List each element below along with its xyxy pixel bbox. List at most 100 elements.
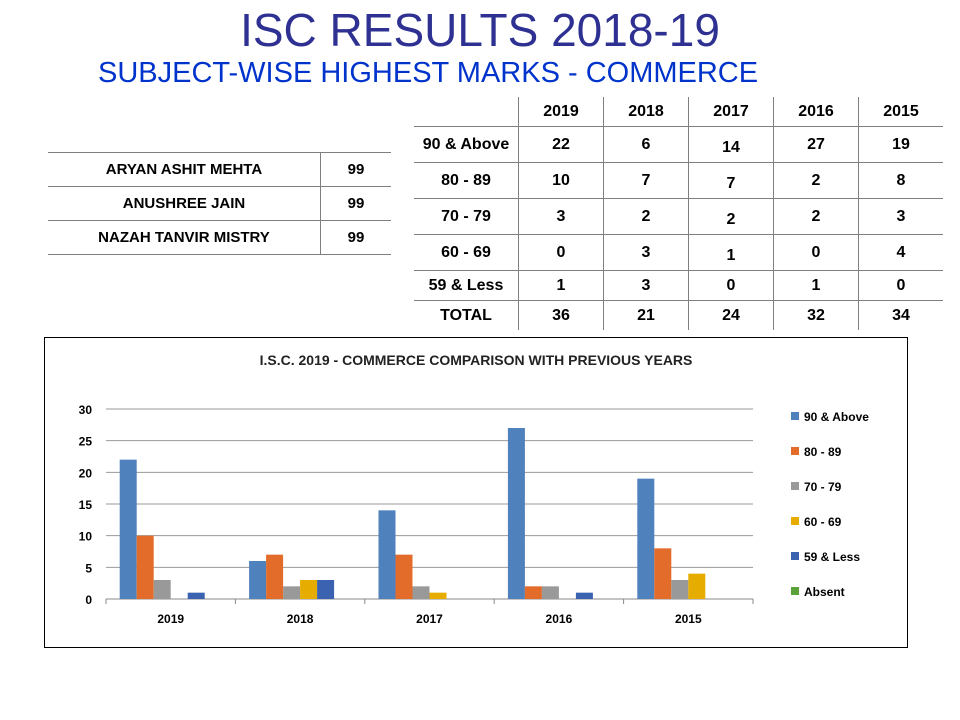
bar-90-above [378, 510, 396, 599]
table-cell: 36 [518, 300, 604, 330]
y-tick-label: 15 [79, 498, 93, 512]
table-cell: 27 [773, 126, 859, 163]
table-cell: 0 [773, 234, 859, 271]
column-header: 2015 [858, 97, 943, 127]
topper-marks: 99 [320, 152, 391, 187]
table-cell: 4 [858, 234, 943, 271]
bar-60-69 [688, 573, 706, 599]
table-cell: 21 [603, 300, 689, 330]
bar-70-79 [541, 586, 559, 599]
legend-label: 70 - 79 [804, 480, 842, 494]
table-cell: 10 [518, 162, 604, 199]
bar-80-89 [654, 548, 672, 599]
bar-59-less [317, 580, 335, 599]
table-cell: 1 [518, 270, 604, 301]
results-table: 2019 2018 2017 2016 2015 90 & Above 22 6 14 27 19 8… [414, 97, 943, 330]
bar-80-89 [136, 535, 154, 599]
table-cell: 0 [858, 270, 943, 301]
header-row: 2019 2018 2017 2016 2015 [414, 97, 943, 127]
row-label: 59 & Less [414, 270, 519, 301]
table-cell: 7 [603, 162, 689, 199]
table-row: 59 & Less 1 3 0 1 0 [414, 270, 943, 301]
column-header: 2018 [603, 97, 689, 127]
table-cell: 2 [603, 198, 689, 235]
table-cell: 24 [688, 300, 774, 330]
y-tick-label: 20 [79, 466, 93, 480]
table-cell: 3 [603, 234, 689, 271]
legend-label: 80 - 89 [804, 445, 842, 459]
x-tick-label: 2016 [546, 612, 573, 626]
legend-swatch [791, 412, 799, 420]
table-row: 70 - 79 3 2 2 2 3 [414, 198, 943, 235]
y-tick-label: 25 [79, 435, 93, 449]
y-tick-label: 10 [79, 530, 93, 544]
legend-swatch [791, 552, 799, 560]
column-header [414, 97, 519, 127]
legend-label: 59 & Less [804, 550, 860, 564]
table-cell: 7 [688, 162, 774, 199]
bar-60-69 [300, 580, 318, 599]
page-subtitle: SUBJECT-WISE HIGHEST MARKS - COMMERCE [98, 57, 759, 89]
table-cell: 34 [858, 300, 943, 330]
legend-swatch [791, 517, 799, 525]
row-label: TOTAL [414, 300, 519, 330]
x-tick-label: 2018 [287, 612, 314, 626]
bar-80-89 [524, 586, 542, 599]
y-tick-label: 30 [79, 403, 93, 417]
table-row: 80 - 89 10 7 7 2 8 [414, 162, 943, 199]
topper-marks: 99 [320, 220, 391, 255]
x-tick-label: 2019 [157, 612, 184, 626]
topper-row: ANUSHREE JAIN 99 [48, 186, 391, 221]
table-cell: 1 [688, 234, 774, 271]
table-cell: 2 [688, 198, 774, 235]
chart-container: I.S.C. 2019 - COMMERCE COMPARISON WITH P… [44, 337, 908, 648]
table-row: 60 - 69 0 3 1 0 4 [414, 234, 943, 271]
topper-row: NAZAH TANVIR MISTRY 99 [48, 220, 391, 255]
table-cell: 2 [773, 162, 859, 199]
bar-80-89 [266, 554, 284, 599]
y-tick-label: 0 [85, 593, 92, 607]
bar-60-69 [429, 592, 447, 599]
table-cell: 1 [773, 270, 859, 301]
x-tick-label: 2015 [675, 612, 702, 626]
x-tick-label: 2017 [416, 612, 443, 626]
topper-name: ARYAN ASHIT MEHTA [48, 152, 321, 187]
legend-swatch [791, 587, 799, 595]
table-cell: 8 [858, 162, 943, 199]
page-title: ISC RESULTS 2018-19 [240, 4, 720, 56]
column-header: 2017 [688, 97, 774, 127]
row-label: 60 - 69 [414, 234, 519, 271]
table-cell: 3 [603, 270, 689, 301]
table-cell: 6 [603, 126, 689, 163]
table-cell: 22 [518, 126, 604, 163]
bar-70-79 [153, 580, 171, 599]
legend-swatch [791, 482, 799, 490]
table-cell: 3 [518, 198, 604, 235]
bar-90-above [119, 459, 137, 599]
column-header: 2019 [518, 97, 604, 127]
table-cell: 0 [688, 270, 774, 301]
bar-59-less [187, 592, 205, 599]
table-cell: 3 [858, 198, 943, 235]
bar-90-above [249, 561, 267, 599]
topper-marks: 99 [320, 186, 391, 221]
row-label: 90 & Above [414, 126, 519, 163]
y-tick-label: 5 [85, 561, 92, 575]
bar-90-above [507, 428, 525, 599]
table-cell: 0 [518, 234, 604, 271]
bar-59-less [575, 592, 593, 599]
bar-70-79 [412, 586, 430, 599]
legend-label: 60 - 69 [804, 515, 842, 529]
table-row: 90 & Above 22 6 14 27 19 [414, 126, 943, 163]
bar-80-89 [395, 554, 413, 599]
toppers-table: ARYAN ASHIT MEHTA 99 ANUSHREE JAIN 99 NAZAH … [48, 152, 391, 255]
topper-name: ANUSHREE JAIN [48, 186, 321, 221]
column-header: 2016 [773, 97, 859, 127]
table-cell: 19 [858, 126, 943, 163]
topper-row: ARYAN ASHIT MEHTA 99 [48, 152, 391, 187]
bar-chart: I.S.C. 2019 - COMMERCE COMPARISON WITH P… [79, 352, 870, 626]
bar-70-79 [283, 586, 301, 599]
legend-label: Absent [804, 585, 845, 599]
row-label: 70 - 79 [414, 198, 519, 235]
legend-label: 90 & Above [804, 410, 869, 424]
